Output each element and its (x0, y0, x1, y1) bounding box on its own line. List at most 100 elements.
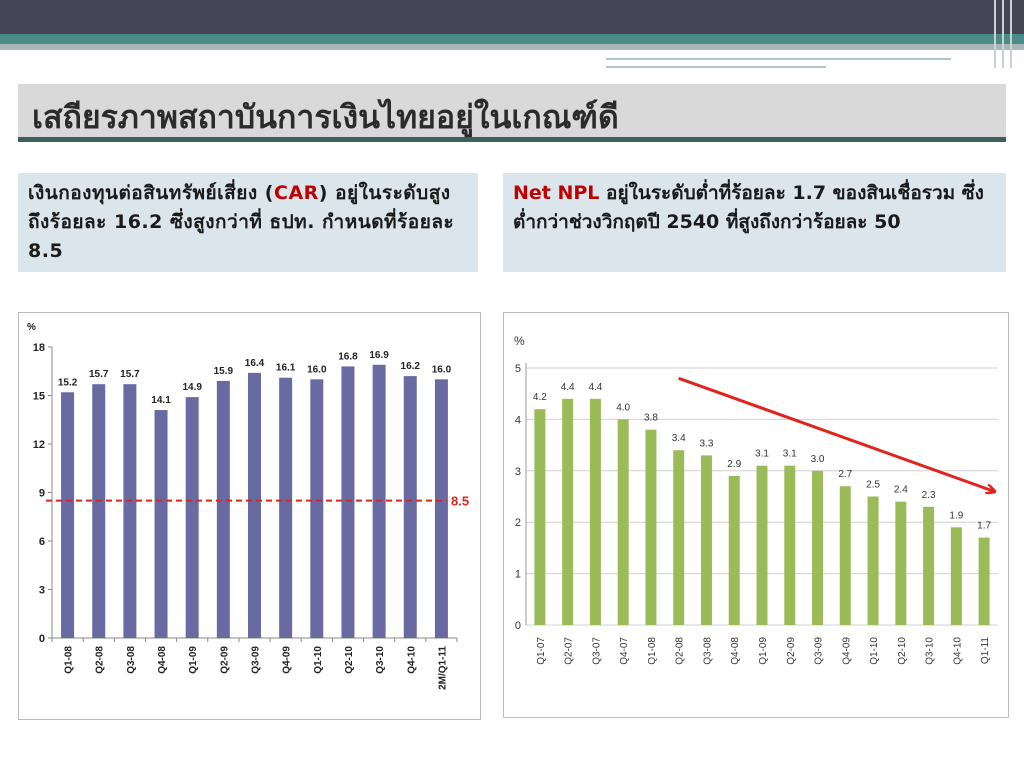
npl-bar (978, 537, 990, 625)
npl-bar (562, 398, 574, 625)
x-tick-label: Q4-10 (952, 637, 963, 665)
y-tick-label: 2 (515, 517, 521, 529)
decorative-line (1002, 0, 1004, 68)
car-value-label: 15.2 (58, 377, 78, 388)
car-value-label: 14.1 (151, 395, 171, 406)
x-tick-label: Q3-09 (251, 646, 262, 674)
car-value-label: 16.1 (276, 363, 296, 374)
threshold-label: 8.5 (451, 494, 469, 509)
npl-bar (784, 465, 796, 625)
npl-bar (867, 496, 879, 625)
x-tick-label: Q1-09 (758, 637, 769, 665)
y-tick-label: 6 (39, 536, 45, 548)
npl-value-label: 3.3 (700, 438, 714, 449)
car-value-label: 16.8 (338, 351, 358, 362)
npl-bar (812, 470, 824, 625)
x-tick-label: Q2-08 (95, 646, 106, 674)
page-title: เสถียรภาพสถาบันการเงินไทยอยู่ในเกณฑ์ดี (32, 98, 619, 136)
npl-bar (728, 475, 740, 625)
x-tick-label: Q2-09 (219, 646, 230, 674)
npl-value-label: 4.0 (616, 402, 630, 413)
y-tick-label: 5 (515, 363, 521, 375)
y-tick-label: 3 (39, 585, 45, 597)
y-tick-label: 0 (39, 633, 45, 645)
x-tick-label: Q1-09 (188, 646, 199, 674)
x-tick-label: Q2-07 (564, 637, 575, 665)
x-tick-label: Q3-10 (925, 637, 936, 665)
x-tick-label: 2M/Q1-11 (437, 646, 448, 690)
npl-value-label: 1.9 (949, 510, 963, 521)
npl-value-label: 2.9 (727, 459, 741, 470)
car-value-label: 15.7 (120, 369, 140, 380)
car-bar (248, 372, 261, 638)
x-tick-label: Q2-10 (344, 646, 355, 674)
npl-bar (950, 527, 962, 625)
car-text-after: ) อยู่ในระดับสูงถึงร้อยละ 16.2 ซึ่งสูงกว… (28, 182, 455, 262)
npl-value-label: 3.1 (783, 449, 797, 460)
title-bar: เสถียรภาพสถาบันการเงินไทยอยู่ในเกณฑ์ดี (18, 84, 1006, 142)
car-bar (279, 377, 293, 638)
decorative-line (994, 0, 996, 68)
car-value-label: 16.2 (401, 361, 421, 372)
npl-value-label: 2.5 (866, 480, 880, 491)
decorative-line (606, 58, 951, 60)
car-chart-svg: % 0 3 6 9 12 15 18 15.2 Q1-08 15.7 Q2-08 15.7 Q3-08 14… (27, 322, 469, 690)
npl-value-label: 2.7 (838, 469, 852, 480)
x-tick-label: Q1-07 (536, 637, 547, 665)
x-tick-label: Q4-07 (619, 637, 630, 665)
header-band-teal (0, 34, 1024, 44)
car-value-label: 15.7 (89, 369, 109, 380)
npl-text-after: อยู่ในระดับต่ำที่ร้อยละ 1.7 ของสินเชื่อร… (513, 182, 984, 233)
car-value-label: 14.9 (182, 382, 202, 393)
car-bar (310, 379, 324, 638)
x-tick-label: Q1-10 (869, 637, 880, 665)
x-tick-label: Q1-08 (647, 637, 658, 665)
x-tick-label: Q3-07 (591, 637, 602, 665)
npl-bar (589, 398, 601, 625)
x-tick-label: Q1-11 (980, 637, 991, 664)
x-tick-label: Q4-09 (282, 646, 293, 674)
car-value-label: 16.0 (432, 364, 452, 375)
npl-value-label: 3.4 (672, 433, 686, 444)
npl-value-label: 3.8 (644, 413, 658, 424)
npl-bar (923, 506, 935, 625)
x-tick-label: Q1-08 (64, 646, 75, 674)
x-tick-label: Q3-09 (814, 637, 825, 665)
y-tick-label: 12 (33, 439, 45, 451)
y-tick-label: 3 (515, 466, 521, 478)
npl-value-label: 3.1 (755, 449, 769, 460)
car-summary-box: เงินกองทุนต่อสินทรัพย์เสี่ยง (CAR) อยู่ใ… (18, 173, 478, 272)
car-value-label: 15.9 (214, 366, 234, 377)
y-axis-label: % (27, 322, 36, 333)
npl-summary-box: Net NPL อยู่ในระดับต่ำที่ร้อยละ 1.7 ของส… (503, 173, 1006, 272)
decorative-line (1010, 0, 1012, 68)
car-value-label: 16.9 (369, 350, 389, 361)
npl-chart-svg: % 0 1 2 3 4 5 4.2 Q1-07 4.4 Q2-07 4.4 Q3-07 4.0 Q4-07 3… (514, 334, 998, 665)
car-bar (61, 392, 75, 638)
y-tick-label: 9 (39, 488, 45, 500)
npl-bar (895, 501, 907, 625)
npl-value-label: 4.4 (588, 382, 602, 393)
decorative-line (606, 66, 826, 68)
npl-bar (534, 409, 546, 625)
npl-bar (756, 465, 768, 625)
x-tick-label: Q2-10 (897, 637, 908, 665)
trend-arrow (678, 376, 994, 491)
x-tick-label: Q3-08 (702, 637, 713, 665)
npl-bar (645, 429, 657, 625)
y-tick-label: 18 (33, 342, 45, 354)
x-tick-label: Q4-10 (406, 646, 417, 674)
npl-bar (673, 450, 685, 625)
x-tick-label: Q2-08 (675, 637, 686, 665)
x-tick-label: Q1-10 (313, 646, 324, 674)
x-tick-label: Q4-08 (730, 637, 741, 665)
car-bar (434, 379, 448, 638)
x-tick-label: Q2-09 (786, 637, 797, 665)
npl-value-label: 4.2 (533, 392, 547, 403)
y-tick-label: 4 (515, 414, 521, 426)
car-bar (154, 410, 168, 638)
y-tick-label: 1 (515, 569, 521, 581)
car-text-before: เงินกองทุนต่อสินทรัพย์เสี่ยง ( (28, 182, 274, 204)
npl-bar (839, 486, 851, 625)
npl-value-label: 2.3 (922, 490, 936, 501)
